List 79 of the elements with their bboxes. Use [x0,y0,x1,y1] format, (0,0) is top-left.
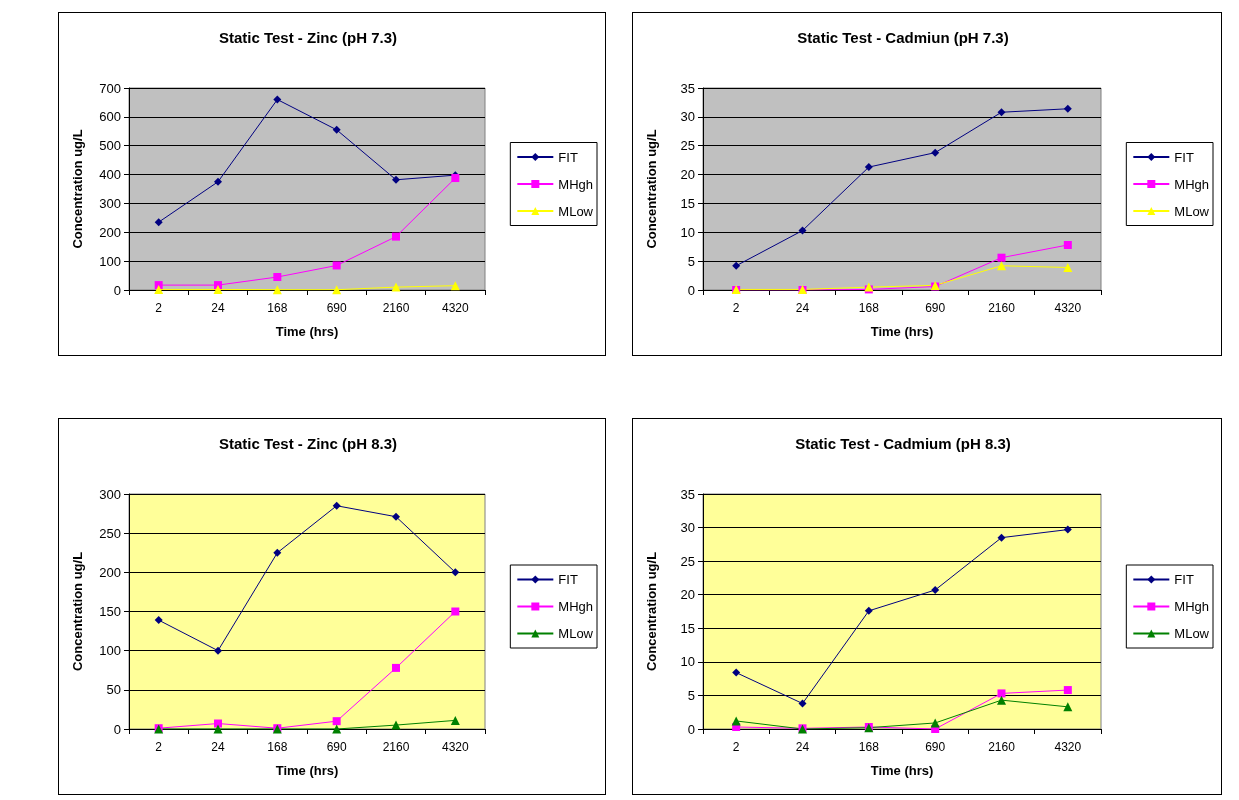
x-tick-label: 24 [795,740,810,754]
x-tick-label: 690 [326,301,347,315]
x-tick-label: 4320 [1054,301,1082,315]
y-tick-label: 10 [680,654,695,670]
legend-label: MHgh [1174,599,1210,614]
chart-title: Static Test - Cadmiun (pH 7.3) [797,29,1009,46]
y-tick-label: 200 [99,564,121,580]
x-tick-label: 2 [155,301,163,315]
chart-title: Static Test - Zinc (pH 7.3) [218,29,398,46]
y-axis-title: Concentration ug/L [70,129,85,249]
y-tick-label: 200 [99,224,121,240]
y-tick-label: 0 [687,282,695,298]
y-tick-label: 5 [687,253,695,269]
x-tick-label: 2160 [382,301,410,315]
legend-label: MLow [1174,203,1210,219]
x-tick-label: 24 [211,740,225,754]
x-tick-label: 168 [858,301,880,315]
legend-label: MHgh [1174,176,1210,192]
legend-label: FIT [1174,572,1194,587]
x-tick-label: 4320 [441,740,469,754]
y-tick-label: 30 [680,520,695,536]
x-axis-title: Time (hrs) [870,763,934,778]
y-tick-label: 600 [99,109,121,125]
y-tick-label: 50 [106,682,121,698]
y-tick-label: 20 [680,587,695,603]
y-tick-label: 35 [680,80,695,96]
x-tick-label: 4320 [441,301,469,315]
x-tick-label: 2160 [988,740,1016,754]
legend-label: MLow [558,203,594,219]
y-tick-label: 0 [113,721,121,737]
y-tick-label: 100 [99,643,121,659]
x-tick-label: 168 [267,740,288,754]
y-tick-label: 5 [687,687,695,703]
x-tick-label: 2 [155,740,163,754]
y-tick-label: 700 [99,80,121,96]
x-tick-label: 690 [925,740,946,754]
x-tick-label: 168 [267,301,288,315]
y-tick-label: 400 [99,167,121,183]
y-tick-label: 20 [680,167,695,183]
legend-label: FIT [1174,149,1194,165]
y-tick-label: 25 [680,553,695,569]
y-tick-label: 35 [680,486,695,502]
x-axis-title: Time (hrs) [870,324,934,339]
y-tick-label: 500 [99,138,121,154]
y-tick-label: 15 [680,620,695,636]
chart-title: Static Test - Cadmium (pH 8.3) [795,435,1011,452]
y-tick-label: 25 [680,138,695,154]
legend-label: MLow [1174,626,1210,641]
x-tick-label: 2160 [382,740,410,754]
x-tick-label: 2160 [988,301,1016,315]
y-tick-label: 100 [99,253,121,269]
x-tick-label: 24 [795,301,810,315]
x-tick-label: 168 [858,740,880,754]
legend-label: MHgh [558,176,594,192]
y-tick-label: 300 [99,486,121,502]
y-tick-label: 0 [687,721,695,737]
y-tick-label: 30 [680,109,695,125]
legend-label: MLow [558,626,594,641]
x-axis-title: Time (hrs) [275,763,339,778]
legend-label: MHgh [558,599,594,614]
legend-label: FIT [558,149,578,165]
x-tick-label: 690 [925,301,946,315]
y-tick-label: 250 [99,525,121,541]
y-tick-label: 10 [680,224,695,240]
y-axis-title: Concentration ug/L [644,551,659,672]
x-axis-title: Time (hrs) [275,324,339,339]
legend-label: FIT [558,572,578,587]
chart-title: Static Test - Zinc (pH 8.3) [218,435,398,452]
y-tick-label: 300 [99,195,121,211]
y-tick-label: 0 [113,282,121,298]
x-tick-label: 2 [732,301,740,315]
y-tick-label: 150 [99,604,121,619]
x-tick-label: 690 [326,740,347,754]
y-axis-title: Concentration ug/L [70,551,85,672]
x-tick-label: 24 [211,301,225,315]
y-axis-title: Concentration ug/L [644,129,659,249]
y-tick-label: 15 [680,195,695,211]
x-tick-label: 4320 [1054,740,1082,754]
x-tick-label: 2 [732,740,740,754]
